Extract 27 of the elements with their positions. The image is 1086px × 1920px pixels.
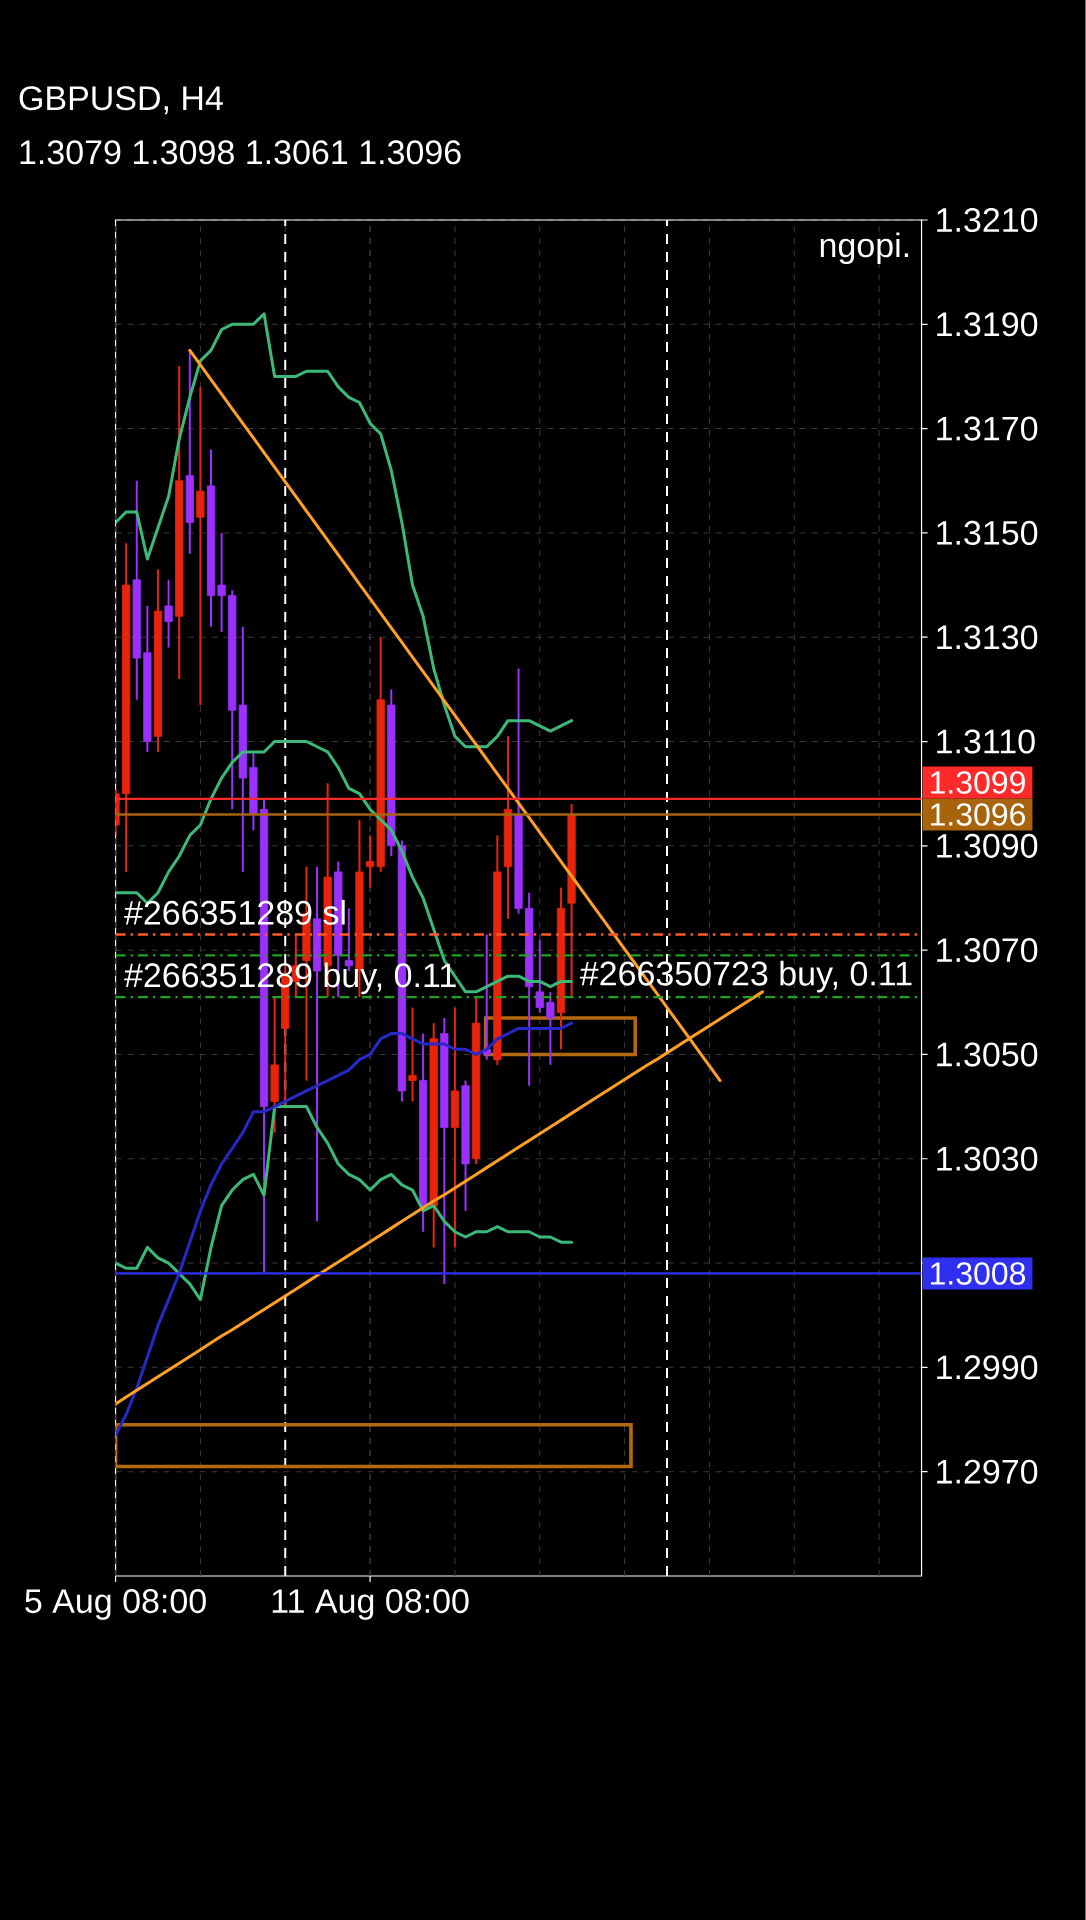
- ref-line-label: 1.3096: [931, 803, 1026, 826]
- ref-line-label: 1.3099: [931, 771, 1026, 794]
- candlestick: [408, 1006, 417, 1103]
- candlestick: [366, 834, 375, 889]
- candlestick: [164, 578, 173, 649]
- y-tick-label: 1.3030: [937, 1146, 1038, 1171]
- y-tick-label: 1.2970: [937, 1459, 1038, 1484]
- y-tick-label: 1.2990: [937, 1355, 1038, 1380]
- y-tick-label: 1.3050: [937, 1042, 1038, 1067]
- y-tick-label: 1.3190: [937, 312, 1038, 337]
- y-tick-label: 1.3070: [937, 938, 1038, 963]
- x-tick-label: 5 Aug 08:00: [25, 1589, 207, 1620]
- x-tick-label: 11 Aug 08:00: [273, 1589, 469, 1620]
- y-tick-label: 1.3170: [937, 416, 1038, 441]
- chart-subtitle: 1.3079 1.3098 1.3061 1.3096: [20, 140, 461, 165]
- y-tick-label: 1.3130: [937, 625, 1038, 650]
- y-tick-label: 1.3210: [937, 207, 1038, 233]
- chart-title: GBPUSD, H4: [19, 86, 224, 115]
- candlestick: [196, 385, 205, 707]
- y-tick-label: 1.3150: [937, 520, 1038, 545]
- y-tick-label: 1.3110: [937, 729, 1035, 754]
- candlestick: [535, 938, 545, 1014]
- candlestick: [217, 531, 226, 633]
- candlestick: [546, 990, 555, 1066]
- y-tick-label: 1.3090: [937, 833, 1038, 858]
- ref-line-label: 1.3008: [931, 1262, 1026, 1285]
- annotation: ngopi.: [821, 232, 909, 265]
